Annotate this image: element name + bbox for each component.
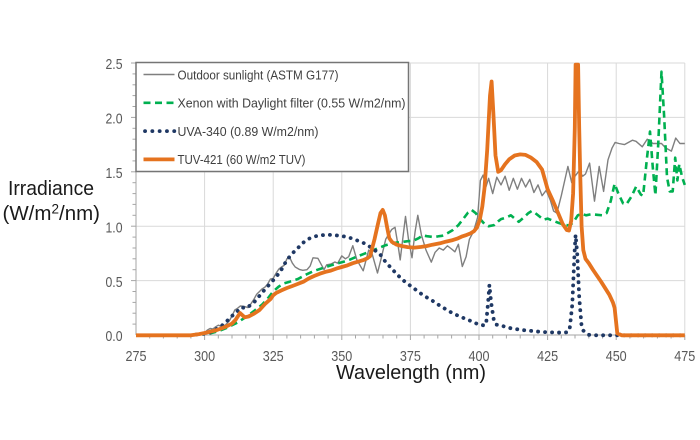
- svg-text:475: 475: [674, 348, 695, 365]
- svg-text:1.0: 1.0: [106, 219, 123, 236]
- svg-text:/nm): /nm): [59, 202, 100, 225]
- svg-text:Irradiance: Irradiance: [8, 177, 94, 200]
- svg-text:0.5: 0.5: [106, 274, 123, 291]
- svg-text:375: 375: [400, 348, 421, 365]
- svg-text:UVA-340 (0.89 W/m2/nm): UVA-340 (0.89 W/m2/nm): [178, 124, 319, 139]
- svg-text:300: 300: [194, 348, 215, 365]
- svg-text:Wavelength (nm): Wavelength (nm): [336, 361, 486, 384]
- svg-text:(W/m: (W/m: [3, 202, 52, 225]
- svg-text:Xenon with Daylight filter (0.: Xenon with Daylight filter (0.55 W/m2/nm…: [178, 96, 406, 111]
- svg-text:1.5: 1.5: [106, 165, 123, 182]
- svg-text:Outdoor sunlight (ASTM G177): Outdoor sunlight (ASTM G177): [178, 67, 339, 82]
- svg-text:450: 450: [606, 348, 627, 365]
- svg-text:350: 350: [331, 348, 352, 365]
- svg-text:0.0: 0.0: [106, 328, 123, 345]
- svg-text:325: 325: [263, 348, 284, 365]
- svg-text:2: 2: [52, 202, 60, 217]
- svg-text:275: 275: [126, 348, 147, 365]
- svg-text:2.0: 2.0: [106, 111, 123, 128]
- svg-text:425: 425: [537, 348, 558, 365]
- svg-text:2.5: 2.5: [106, 56, 123, 73]
- svg-text:400: 400: [469, 348, 490, 365]
- svg-text:TUV-421 (60 W/m2 TUV): TUV-421 (60 W/m2 TUV): [178, 152, 306, 167]
